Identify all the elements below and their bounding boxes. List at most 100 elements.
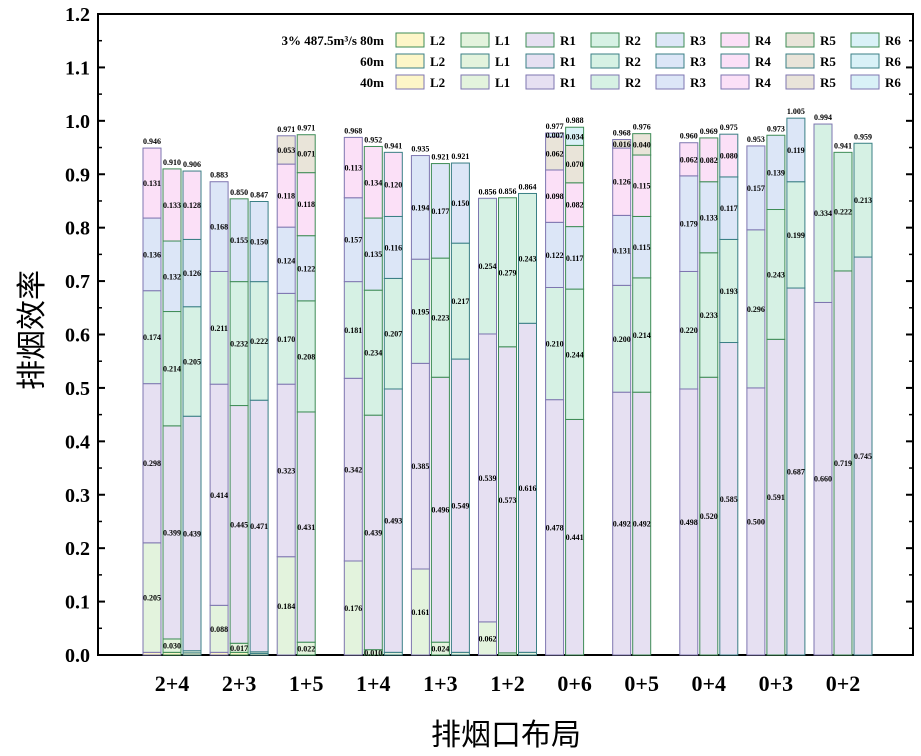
segment-value-label: 0.082 bbox=[566, 201, 584, 210]
bar-segment-R3 bbox=[229, 198, 249, 283]
y-tick-label: 0.4 bbox=[65, 431, 90, 453]
x-tick-label: 1+2 bbox=[490, 671, 525, 696]
segment-value-label: 0.133 bbox=[163, 201, 181, 210]
legend-swatch-R6 bbox=[850, 53, 880, 69]
segment-value-label: 0.193 bbox=[720, 287, 738, 296]
segment-value-label: 0.199 bbox=[787, 231, 805, 240]
bar-segment-R4 bbox=[719, 133, 739, 178]
bar-1+2-80m: 0.573 0.279 0.856 bbox=[498, 187, 517, 656]
bar-2+3-80m: 0.017 0.445 0.232 0.155 0.850 bbox=[229, 188, 249, 656]
segment-value-label: 0.010 bbox=[364, 648, 382, 657]
x-tick-label: 0+4 bbox=[692, 671, 727, 696]
y-tick-label: 0.3 bbox=[65, 485, 90, 507]
legend-swatch-R6 bbox=[850, 32, 880, 48]
segment-value-label: 0.024 bbox=[431, 645, 449, 654]
legend-swatch-R6 bbox=[850, 74, 880, 90]
segment-value-label: 0.399 bbox=[163, 528, 181, 537]
segment-value-label: 0.585 bbox=[720, 495, 738, 504]
segment-value-label: 0.496 bbox=[431, 506, 449, 515]
segment-value-label: 0.120 bbox=[384, 180, 402, 189]
bar-total-label: 0.973 bbox=[767, 124, 785, 133]
bar-segment-R3 bbox=[786, 117, 806, 183]
segment-value-label: 0.128 bbox=[183, 201, 201, 210]
bar-segment-R3 bbox=[410, 155, 430, 260]
segment-value-label: 0.150 bbox=[250, 238, 268, 247]
segment-value-label: 0.213 bbox=[854, 196, 872, 205]
bar-segment-R3 bbox=[450, 162, 470, 244]
segment-value-label: 0.478 bbox=[546, 523, 564, 532]
segment-value-label: 0.017 bbox=[230, 644, 248, 653]
bar-total-label: 0.850 bbox=[230, 188, 248, 197]
bar-segment-R3 bbox=[766, 134, 786, 211]
legend-series-label: R1 bbox=[560, 54, 576, 69]
segment-value-label: 0.040 bbox=[633, 140, 651, 149]
bar-0+2-80m: 0.719 0.222 0.941 bbox=[833, 141, 853, 656]
bar-2+4-40m: 0.205 0.298 0.174 0.136 0.131 0.946 bbox=[142, 137, 162, 656]
segment-value-label: 0.214 bbox=[163, 365, 181, 374]
bar-total-label: 0.906 bbox=[183, 160, 201, 169]
segment-value-label: 0.016 bbox=[613, 140, 631, 149]
bar-2+4-60m: 0.439 0.205 0.126 0.128 0.906 bbox=[182, 160, 202, 656]
segment-value-label: 0.223 bbox=[431, 314, 449, 323]
segment-value-label: 0.296 bbox=[747, 305, 765, 314]
segment-value-label: 0.498 bbox=[680, 518, 698, 527]
legend-series-label: R4 bbox=[755, 33, 771, 48]
bar-0+4-40m: 0.498 0.220 0.179 0.062 0.960 bbox=[679, 132, 699, 656]
segment-value-label: 0.194 bbox=[411, 203, 429, 212]
segment-value-label: 0.254 bbox=[479, 262, 497, 271]
segment-value-label: 0.131 bbox=[613, 246, 631, 255]
segment-value-label: 0.139 bbox=[767, 168, 785, 177]
segment-value-label: 0.244 bbox=[566, 350, 584, 359]
legend-series-label: R2 bbox=[625, 33, 641, 48]
segment-value-label: 0.126 bbox=[183, 269, 201, 278]
segment-value-label: 0.034 bbox=[566, 132, 584, 141]
segment-value-label: 0.439 bbox=[183, 529, 201, 538]
bar-total-label: 0.988 bbox=[566, 116, 584, 125]
bar-total-label: 0.921 bbox=[451, 152, 469, 161]
bar-0+4-80m: 0.520 0.233 0.133 0.082 0.969 bbox=[699, 127, 719, 656]
bar-segment-R4 bbox=[699, 137, 719, 183]
segment-value-label: 0.155 bbox=[230, 236, 248, 245]
bar-segment-R2 bbox=[518, 192, 537, 324]
segment-value-label: 0.174 bbox=[143, 333, 161, 342]
legend-swatch-R5 bbox=[785, 53, 815, 69]
bar-total-label: 0.952 bbox=[364, 135, 382, 144]
legend-series-label: L2 bbox=[430, 75, 445, 90]
bar-0+3-80m: 0.591 0.243 0.139 0.973 bbox=[766, 124, 786, 656]
segment-value-label: 0.080 bbox=[720, 152, 738, 161]
segment-value-label: 0.062 bbox=[680, 155, 698, 164]
legend-series-label: R3 bbox=[690, 54, 706, 69]
legend-series-label: R5 bbox=[820, 75, 836, 90]
segment-value-label: 0.122 bbox=[297, 264, 315, 273]
y-tick-label: 0.2 bbox=[65, 538, 90, 560]
segment-value-label: 0.150 bbox=[451, 199, 469, 208]
bar-segment-R4 bbox=[343, 136, 363, 199]
segment-value-label: 0.176 bbox=[344, 604, 362, 613]
segment-value-label: 0.279 bbox=[499, 268, 517, 277]
bar-segment-R2 bbox=[478, 197, 497, 335]
bar-total-label: 0.975 bbox=[720, 123, 738, 132]
x-tick-label: 1+4 bbox=[356, 671, 391, 696]
bar-segment-R4 bbox=[679, 142, 699, 177]
legend-series-label: R1 bbox=[560, 33, 576, 48]
bar-segment-R6 bbox=[565, 126, 585, 146]
bar-segment-R2 bbox=[833, 151, 853, 272]
bar-segment-R4 bbox=[383, 151, 403, 217]
bar-segment-R3 bbox=[249, 200, 269, 283]
legend-series-label: R5 bbox=[820, 33, 836, 48]
legend-series-label: L1 bbox=[495, 54, 510, 69]
segment-value-label: 0.117 bbox=[566, 254, 584, 263]
bar-segment-R3 bbox=[430, 163, 450, 259]
segment-value-label: 0.115 bbox=[633, 182, 651, 191]
segment-value-label: 0.134 bbox=[364, 178, 382, 187]
bar-1+4-60m: 0.493 0.207 0.116 0.120 0.941 bbox=[383, 141, 403, 656]
segment-value-label: 0.214 bbox=[633, 331, 651, 340]
segment-value-label: 0.492 bbox=[613, 520, 631, 529]
y-tick-label: 1.2 bbox=[65, 4, 90, 26]
bar-segment-R4 bbox=[363, 145, 383, 219]
segment-value-label: 0.115 bbox=[633, 243, 651, 252]
segment-value-label: 0.719 bbox=[834, 459, 852, 468]
segment-value-label: 0.200 bbox=[613, 335, 631, 344]
segment-value-label: 0.170 bbox=[277, 335, 295, 344]
bar-total-label: 0.994 bbox=[814, 113, 832, 122]
